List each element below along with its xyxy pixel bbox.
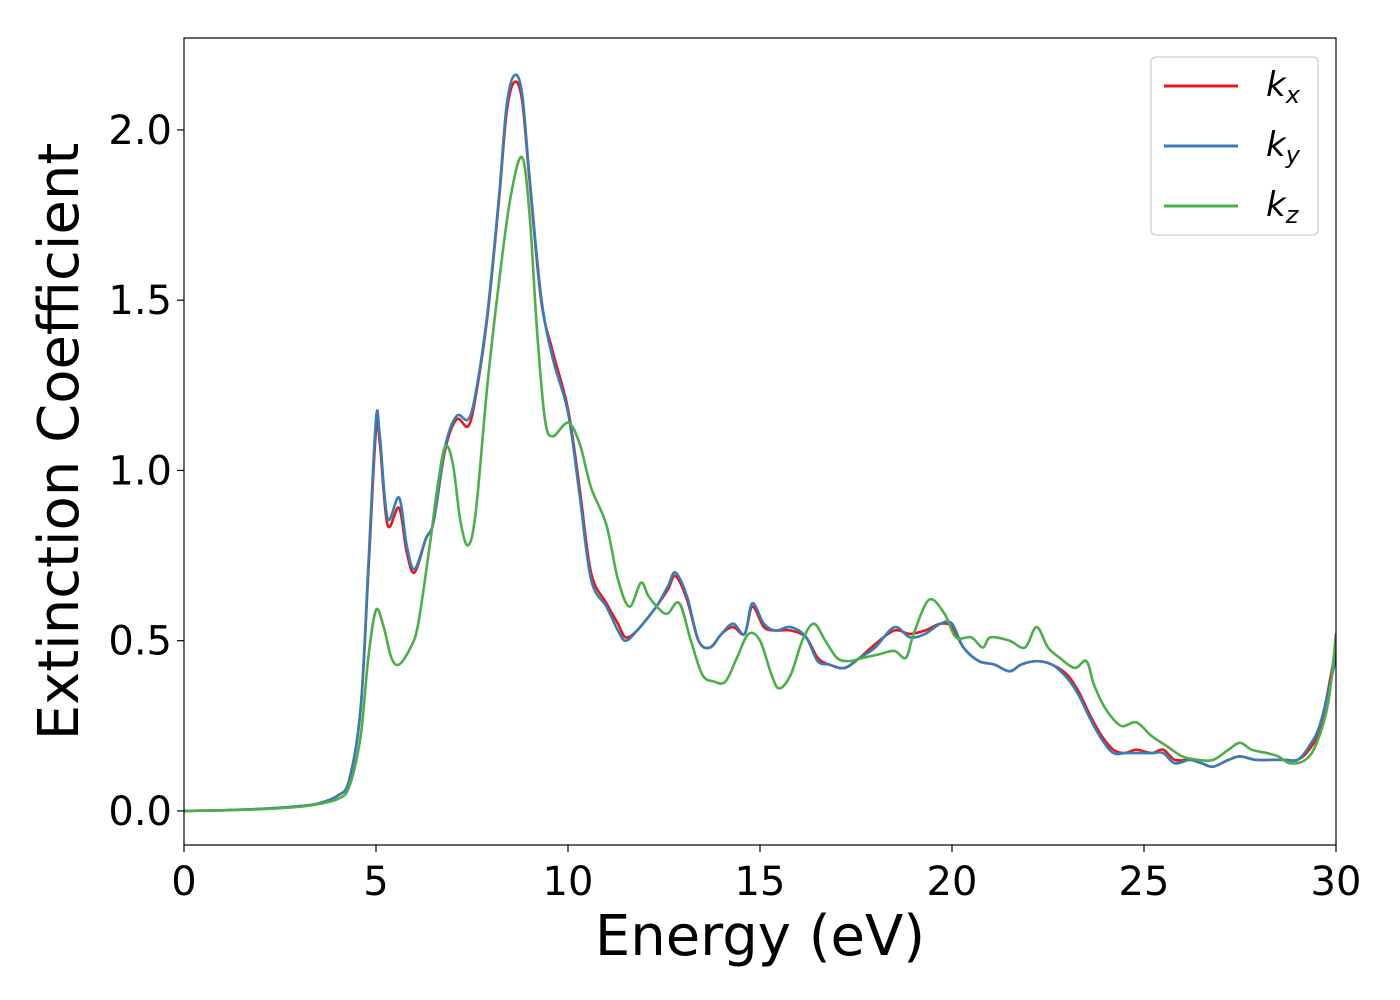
y-tick-label: 1.5 (108, 278, 172, 324)
y-tick-label: 0.5 (108, 619, 172, 665)
legend-label-ky: ky (1266, 125, 1301, 169)
x-tick-label: 25 (1119, 859, 1170, 905)
legend-label-kz: kz (1266, 185, 1300, 229)
x-tick-label: 10 (543, 859, 594, 905)
series-layer (184, 73, 1336, 813)
y-tick-label: 2.0 (108, 108, 172, 154)
legend: kx ky kz (1150, 56, 1319, 236)
x-tick-label: 0 (171, 859, 196, 905)
y-axis-ticks: 0.0 0.5 1.0 1.5 2.0 (108, 108, 184, 835)
series-line-kz (184, 155, 1336, 813)
legend-label-kx: kx (1266, 65, 1301, 109)
y-tick-label: 0.0 (108, 789, 172, 835)
x-tick-label: 15 (735, 859, 786, 905)
series-line-kx (184, 80, 1336, 813)
x-axis-ticks: 0 5 10 15 20 25 30 (171, 845, 1361, 905)
x-tick-label: 5 (363, 859, 388, 905)
x-axis-title: Energy (eV) (595, 904, 925, 969)
y-tick-label: 1.0 (108, 448, 172, 494)
y-axis-title: Extinction Coefficient (27, 143, 92, 741)
x-tick-label: 30 (1311, 859, 1362, 905)
series-line-ky (184, 73, 1336, 813)
x-tick-label: 20 (927, 859, 978, 905)
